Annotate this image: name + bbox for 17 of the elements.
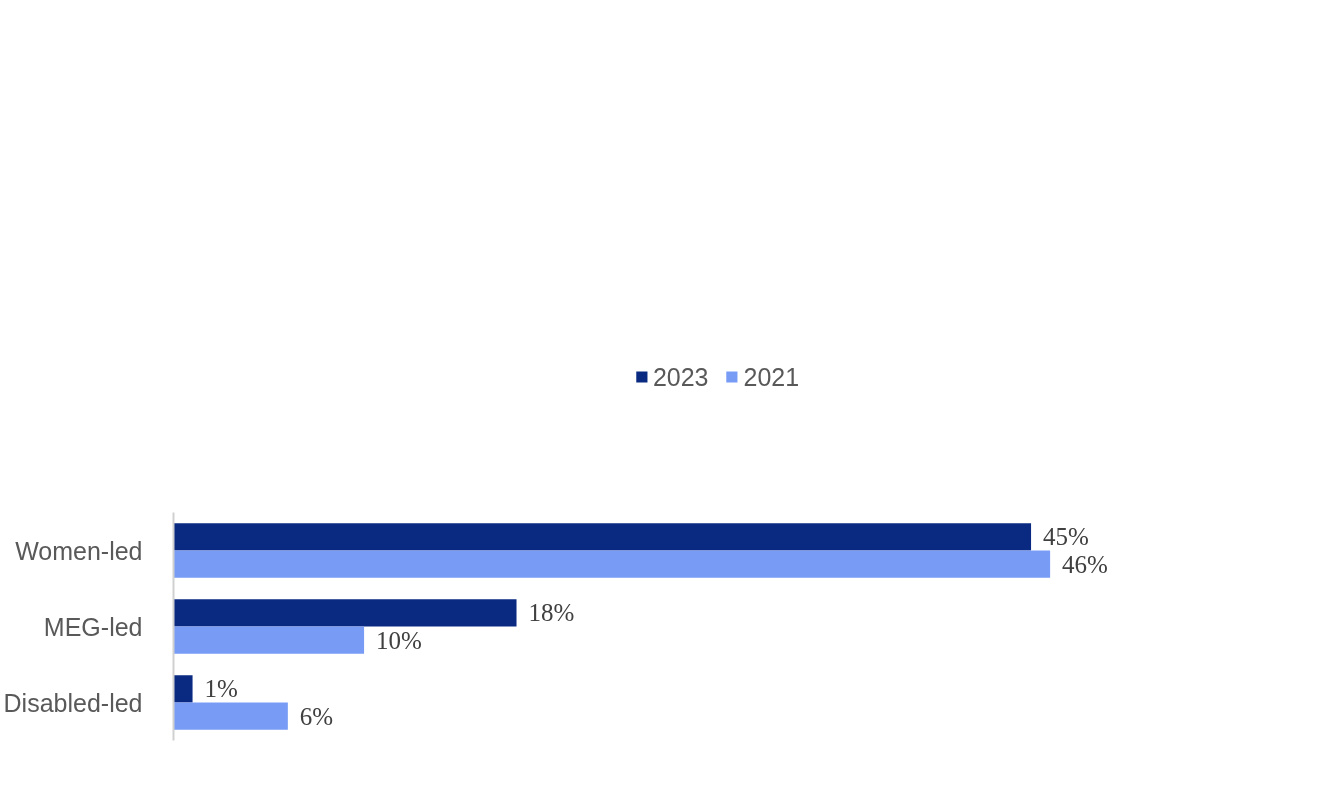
y-tick-label: MEG-led bbox=[43, 612, 143, 641]
bar bbox=[173, 523, 1032, 551]
data-label: 10% bbox=[376, 626, 422, 654]
legend-label: 2023 bbox=[652, 362, 709, 392]
bar bbox=[173, 599, 517, 627]
data-label: 45% bbox=[1043, 523, 1089, 551]
data-label: 46% bbox=[1062, 550, 1108, 578]
data-label: 1% bbox=[204, 675, 238, 703]
legend-label: 2021 bbox=[743, 362, 800, 392]
bar bbox=[173, 626, 365, 654]
bar bbox=[173, 675, 193, 703]
bar bbox=[173, 702, 288, 730]
y-tick-label: Disabled-led bbox=[3, 688, 143, 717]
data-label: 18% bbox=[528, 599, 575, 627]
data-label: 6% bbox=[299, 702, 334, 730]
bar bbox=[173, 550, 1051, 578]
y-tick-label: Women-led bbox=[15, 536, 143, 565]
